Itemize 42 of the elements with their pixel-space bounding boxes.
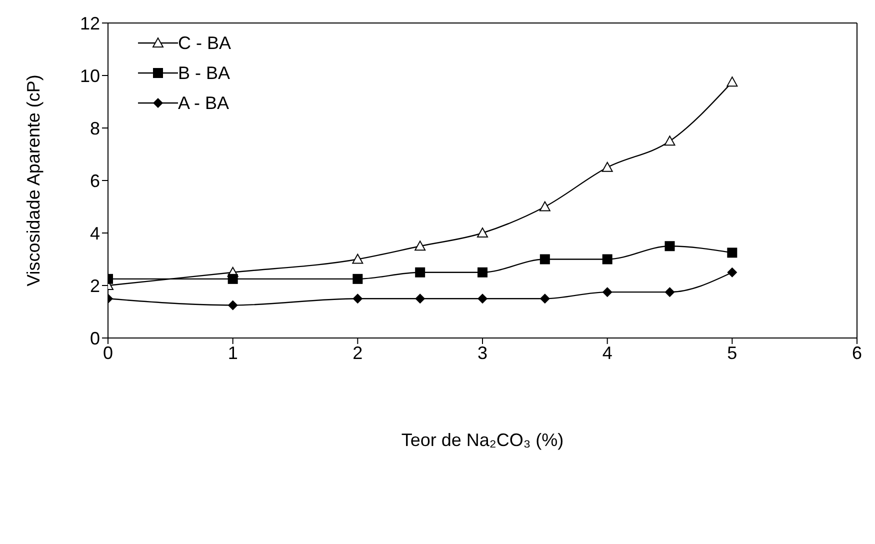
point — [352, 294, 363, 304]
point — [478, 294, 488, 304]
legend-label: B - BA — [178, 62, 230, 84]
point — [664, 287, 675, 298]
point — [415, 294, 426, 304]
point — [602, 254, 612, 264]
point — [414, 240, 426, 251]
legend-label: C - BA — [178, 32, 232, 54]
x-axis-title: Teor de Na₂CO₃ (%) — [401, 430, 564, 450]
x-tick-label: 4 — [602, 342, 612, 363]
y-tick-label: 6 — [90, 170, 100, 191]
y-tick-label: 2 — [90, 276, 100, 296]
point — [727, 267, 738, 278]
point — [478, 267, 488, 278]
point — [415, 267, 426, 278]
point — [228, 300, 238, 310]
legend-label: A - BA — [178, 92, 230, 114]
point — [726, 76, 738, 87]
point — [664, 241, 675, 252]
y-tick-label: 10 — [80, 66, 100, 86]
x-tick-label: 6 — [852, 342, 862, 363]
point — [539, 201, 550, 212]
point — [352, 274, 363, 284]
y-tick-label: 0 — [90, 328, 100, 348]
x-tick-label: 2 — [352, 342, 363, 363]
x-tick-label: 5 — [727, 342, 738, 363]
point — [352, 254, 364, 264]
x-tick-label: 0 — [102, 342, 114, 363]
x-tick-label: 1 — [228, 342, 238, 363]
y-tick-label: 8 — [90, 118, 100, 138]
point — [540, 254, 550, 264]
point — [602, 162, 613, 172]
point — [228, 274, 238, 284]
y-axis-title: Viscosidade Aparente (cP) — [23, 74, 44, 286]
point — [540, 294, 550, 304]
point — [664, 136, 676, 146]
point — [727, 248, 738, 258]
point — [602, 287, 612, 298]
point — [477, 228, 488, 238]
y-tick-label: 12 — [80, 13, 100, 34]
y-tick-label: 4 — [90, 223, 100, 244]
x-tick-label: 3 — [477, 342, 488, 363]
